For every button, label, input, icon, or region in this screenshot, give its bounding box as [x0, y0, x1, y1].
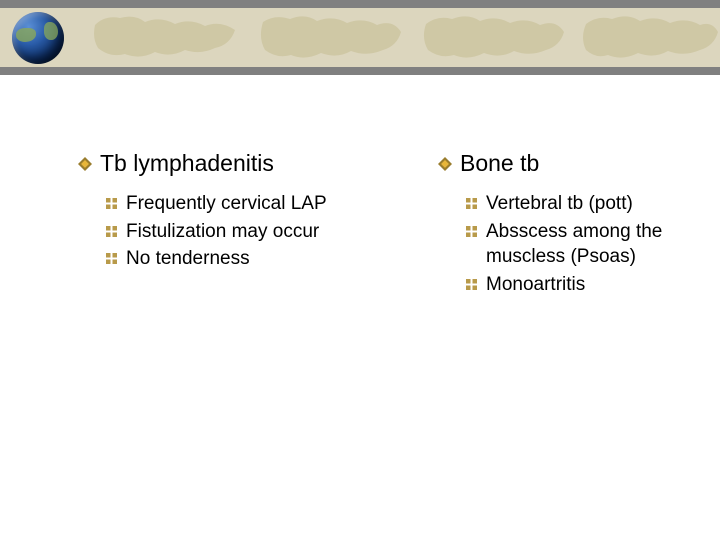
list-item-text: Frequently cervical LAP: [126, 191, 327, 217]
list-item-text: Monoartritis: [486, 272, 585, 298]
hash-bullet-icon: [466, 279, 478, 291]
hash-bullet-icon: [106, 226, 118, 238]
list-item-text: Vertebral tb (pott): [486, 191, 633, 217]
list-item-text: Fistulization may occur: [126, 219, 319, 245]
left-heading: Tb lymphadenitis: [100, 150, 274, 177]
hash-bullet-icon: [466, 198, 478, 210]
map-silhouette-1: [90, 10, 240, 65]
left-heading-row: Tb lymphadenitis: [78, 150, 340, 177]
list-item-text: Absscess among the muscless (Psoas): [486, 219, 700, 270]
right-column: Bone tb Vertebral tb (pott): [360, 150, 720, 300]
right-heading: Bone tb: [460, 150, 539, 177]
map-silhouette-4: [580, 10, 720, 65]
banner-top-border: [0, 0, 720, 8]
diamond-bullet-icon: [78, 157, 92, 171]
hash-bullet-icon: [466, 226, 478, 238]
left-sublist: Frequently cervical LAP Fistulization ma…: [78, 191, 340, 272]
right-heading-row: Bone tb: [438, 150, 700, 177]
globe-icon: [12, 12, 64, 64]
banner: [0, 0, 720, 75]
hash-bullet-icon: [106, 253, 118, 265]
list-item: Fistulization may occur: [106, 219, 340, 245]
list-item-text: No tenderness: [126, 246, 250, 272]
list-item: Monoartritis: [466, 272, 700, 298]
map-silhouette-3: [420, 10, 570, 65]
diamond-bullet-icon: [438, 157, 452, 171]
list-item: Absscess among the muscless (Psoas): [466, 219, 700, 270]
right-sublist: Vertebral tb (pott) Absscess among the m…: [438, 191, 700, 298]
banner-bottom-border: [0, 67, 720, 75]
list-item: Vertebral tb (pott): [466, 191, 700, 217]
content: Tb lymphadenitis Frequently cervical LAP: [0, 150, 720, 300]
list-item: No tenderness: [106, 246, 340, 272]
hash-bullet-icon: [106, 198, 118, 210]
list-item: Frequently cervical LAP: [106, 191, 340, 217]
map-silhouette-2: [255, 10, 405, 65]
left-column: Tb lymphadenitis Frequently cervical LAP: [0, 150, 360, 300]
